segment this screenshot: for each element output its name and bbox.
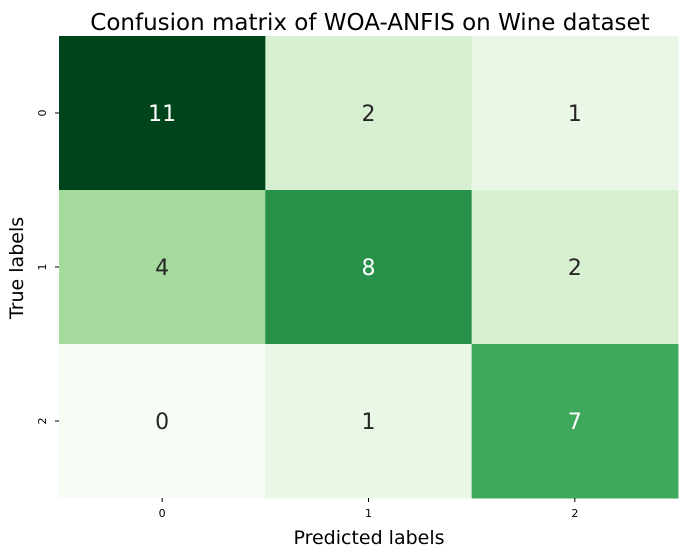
y-axis-title: True labels bbox=[6, 217, 28, 320]
cell-value-r1-c2: 2 bbox=[568, 256, 582, 281]
heatmap-cell-labels: 11 2 14 8 20 1 7 bbox=[148, 102, 582, 435]
cell-value-r2-c0: 0 bbox=[155, 410, 169, 435]
cell-value-r2-c1: 1 bbox=[361, 410, 375, 435]
x-axis-ticks: 0 1 2 bbox=[159, 498, 578, 520]
y-tick-label-1: 1 bbox=[36, 264, 49, 271]
heatmap-cell-r0-c1 bbox=[265, 36, 473, 191]
cell-value-r0-c1: 2 bbox=[361, 102, 375, 127]
heatmap-cell-r1-c2 bbox=[471, 190, 679, 345]
heatmap-cell-r2-c1 bbox=[265, 344, 473, 499]
x-tick-label-2: 2 bbox=[571, 507, 578, 520]
heatmap-cell-r1-c0 bbox=[59, 190, 266, 345]
cell-value-r1-c1: 8 bbox=[361, 256, 375, 281]
heatmap-cell-r0-c0 bbox=[59, 36, 266, 191]
cell-value-r1-c0: 4 bbox=[155, 256, 169, 281]
heatmap-cell-r2-c0 bbox=[59, 344, 266, 499]
y-tick-label-2: 2 bbox=[36, 418, 49, 425]
cell-value-r2-c2: 7 bbox=[568, 410, 582, 435]
y-tick-label-0: 0 bbox=[36, 110, 49, 117]
chart-title: Confusion matrix of WOA-ANFIS on Wine da… bbox=[90, 10, 649, 36]
cell-value-r0-c2: 1 bbox=[568, 102, 582, 127]
x-tick-label-0: 0 bbox=[159, 507, 166, 520]
heatmap-cells bbox=[59, 36, 679, 499]
y-axis-ticks: 0 1 2 bbox=[36, 110, 59, 425]
heatmap-cell-r0-c2 bbox=[471, 36, 679, 191]
cell-value-r0-c0: 11 bbox=[148, 102, 176, 127]
heatmap-cell-r1-c1 bbox=[265, 190, 473, 345]
x-tick-label-1: 1 bbox=[365, 507, 372, 520]
heatmap-cell-r2-c2 bbox=[471, 344, 679, 499]
x-axis-title: Predicted labels bbox=[293, 527, 444, 549]
